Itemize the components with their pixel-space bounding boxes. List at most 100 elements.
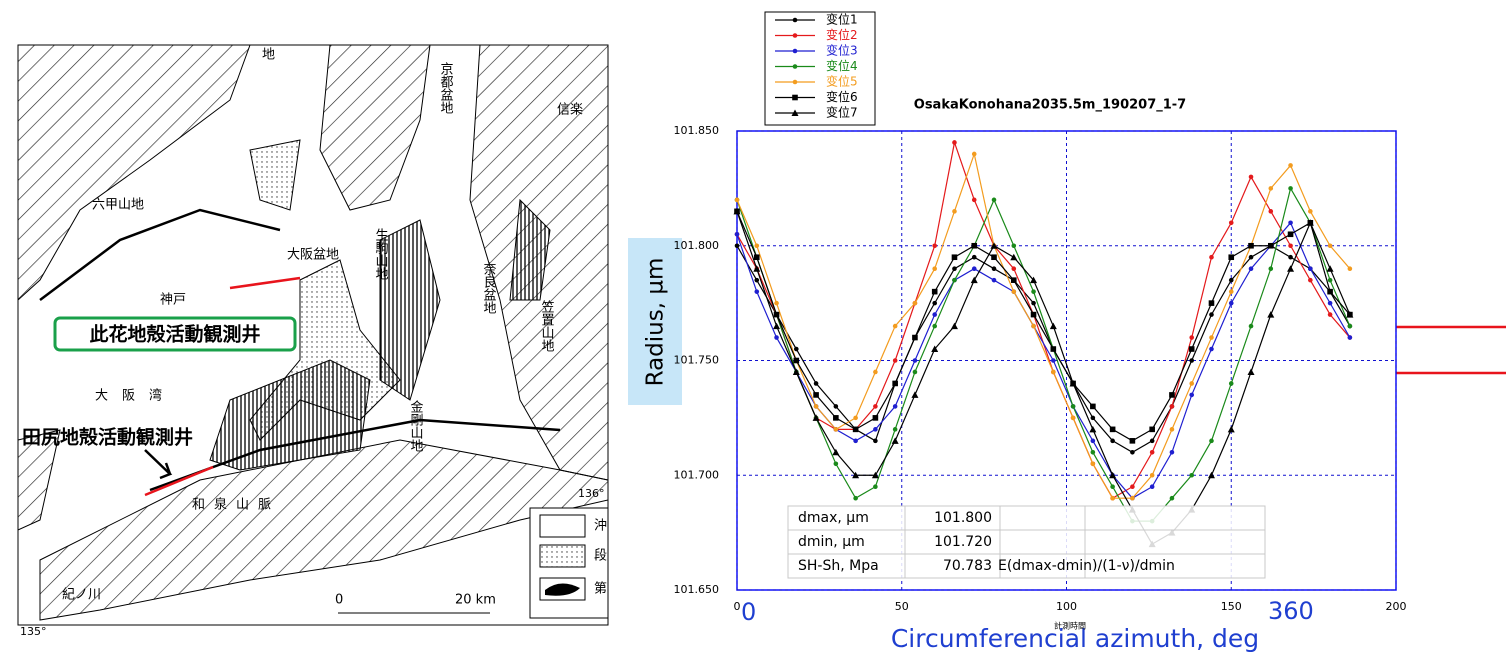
marker	[1110, 484, 1115, 490]
marker	[1347, 266, 1353, 272]
table-text: 101.720	[934, 534, 992, 550]
legend-box	[764, 11, 876, 126]
marker	[991, 277, 997, 283]
well-line	[144, 465, 214, 497]
marker	[952, 277, 957, 283]
marker	[813, 381, 819, 386]
x-axis-label: Circumferencial azimuth, deg	[891, 624, 1259, 653]
marker	[1287, 231, 1294, 238]
marker	[1209, 335, 1214, 340]
marker	[990, 242, 998, 249]
marker	[1070, 404, 1076, 409]
arrow	[144, 449, 173, 480]
hatched-area	[319, 44, 431, 211]
x-tick-label: 200	[1386, 600, 1407, 613]
marker	[932, 323, 937, 329]
x-tick-label: 150	[1221, 600, 1242, 613]
x-tick-label: 100	[1056, 600, 1077, 613]
map-label: 六甲山地	[92, 198, 144, 213]
marker	[1130, 450, 1135, 455]
marker	[991, 254, 997, 261]
marker	[1011, 289, 1017, 294]
marker	[1129, 438, 1136, 444]
marker	[1109, 471, 1117, 479]
series-line	[736, 221, 1351, 499]
marker	[733, 207, 741, 215]
legend-swatch	[539, 544, 586, 568]
marker	[1090, 461, 1096, 467]
map-label: 大阪盆地	[287, 248, 339, 263]
table-text: dmax, µm	[798, 510, 869, 526]
fault	[39, 208, 281, 301]
marker	[1110, 495, 1115, 501]
scale-label: 0	[335, 593, 343, 608]
legend-label: 变位2	[826, 27, 858, 42]
marker	[1050, 346, 1057, 352]
marker	[991, 197, 997, 203]
marker	[1247, 368, 1255, 375]
y-tick-label: 101.700	[674, 468, 720, 481]
marker	[1169, 495, 1175, 501]
marker	[1149, 438, 1155, 444]
marker	[873, 404, 878, 409]
legend-label: 段	[594, 549, 607, 564]
marker	[1070, 415, 1076, 421]
marker	[1110, 438, 1115, 444]
marker	[1267, 311, 1275, 318]
hatched-area	[17, 44, 251, 302]
marker	[1031, 300, 1036, 306]
marker	[871, 471, 879, 479]
table-text: SH-Sh, Mpa	[798, 558, 879, 574]
marker	[971, 151, 977, 157]
marker	[753, 254, 760, 261]
marker	[792, 79, 798, 85]
marker	[1248, 174, 1254, 180]
table-cell	[787, 505, 906, 531]
marker	[1209, 254, 1214, 260]
marker	[853, 438, 858, 444]
marker	[832, 448, 840, 456]
marker	[1189, 358, 1195, 363]
marker	[793, 357, 800, 364]
table-cell	[904, 505, 1001, 531]
marker	[1149, 426, 1155, 433]
marker	[852, 426, 859, 433]
marker	[932, 312, 937, 317]
marker	[1010, 277, 1017, 283]
marker	[1228, 381, 1234, 386]
table-cell	[999, 505, 1086, 531]
marker	[754, 289, 760, 294]
marker	[1169, 427, 1175, 432]
map-label: 神戸	[160, 293, 186, 308]
marker	[1149, 484, 1155, 490]
marker	[833, 461, 839, 467]
marker	[1051, 358, 1056, 363]
marker	[754, 243, 760, 249]
marker	[1090, 415, 1096, 421]
series-line	[736, 211, 1351, 545]
map-label: 生駒山地	[373, 228, 389, 280]
marker	[1109, 426, 1116, 433]
marker	[813, 392, 819, 398]
marker	[812, 414, 820, 421]
marker	[1306, 219, 1314, 226]
marker	[1327, 243, 1333, 249]
legend-label: 变位7	[826, 105, 858, 120]
table-text: E(dmax-dmin)/(1-ν)/dmin	[998, 558, 1175, 574]
marker	[911, 391, 919, 398]
table-cell	[1084, 505, 1266, 531]
marker	[1189, 381, 1195, 386]
marker	[1069, 379, 1077, 387]
map: 地 京都盆地 信楽 六甲山地 大阪盆地 神戸 生駒山地 奈良盆地 笠置山地 大阪…	[17, 44, 609, 638]
marker	[1169, 404, 1175, 409]
marker	[853, 415, 858, 421]
map-label: 奈良盆地	[481, 262, 497, 314]
marker	[932, 300, 937, 306]
marker	[792, 17, 798, 23]
marker	[892, 427, 898, 432]
marker	[852, 471, 860, 479]
marker	[1288, 243, 1293, 249]
marker	[1268, 266, 1274, 272]
marker	[912, 334, 918, 341]
